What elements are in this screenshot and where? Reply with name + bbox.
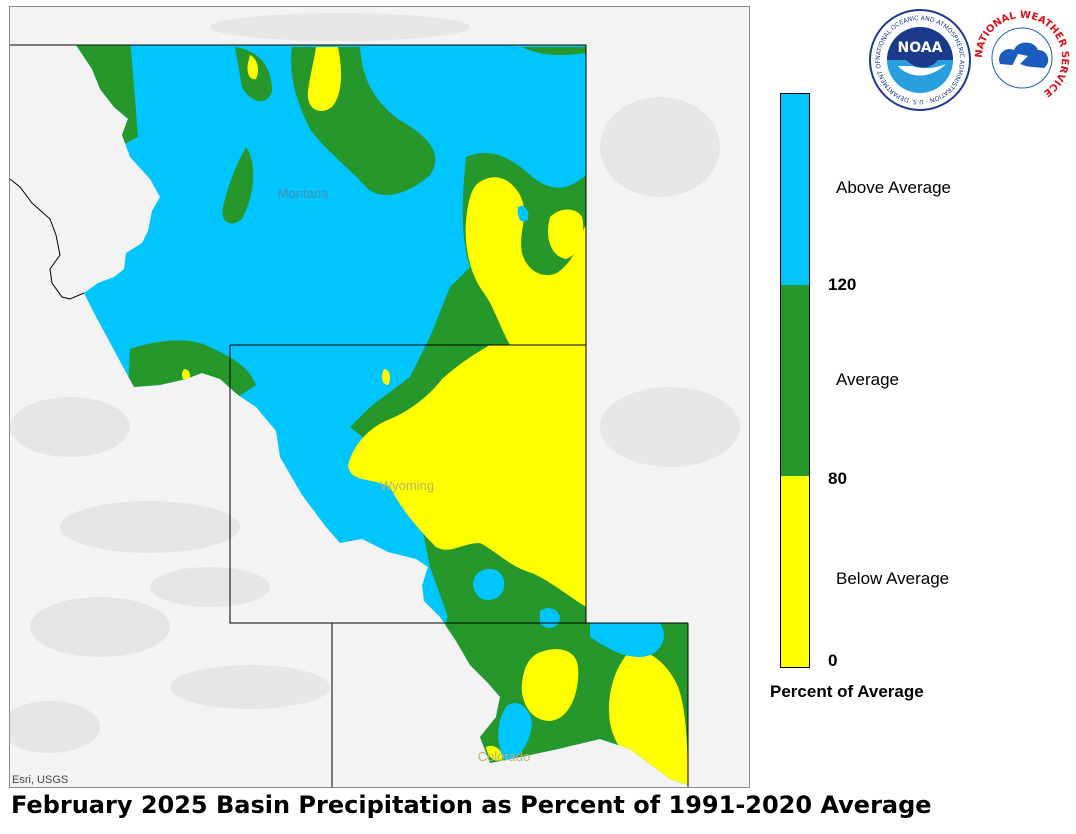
noaa-logo-icon: NATIONAL OCEANIC AND ATMOSPHERIC ADMINIS… xyxy=(868,8,971,111)
state-label-colorado: Colorado xyxy=(478,749,531,764)
map-title: February 2025 Basin Precipitation as Per… xyxy=(11,791,932,819)
precipitation-map: Montana Wyoming Colorado xyxy=(10,7,749,787)
legend-title: Percent of Average xyxy=(770,682,924,701)
noaa-wordmark: NOAA xyxy=(898,40,943,56)
legend-color-bar xyxy=(780,93,810,668)
nws-logo-icon: NATIONAL WEATHER SERVICE xyxy=(974,10,1070,106)
legend-swatch-above-average xyxy=(781,94,809,285)
legend-tick-0: 0 xyxy=(828,651,838,670)
state-label-wyoming: Wyoming xyxy=(380,478,434,493)
state-label-montana: Montana xyxy=(278,186,329,201)
state-boundaries xyxy=(10,44,689,787)
map-attribution: Esri, USGS xyxy=(12,774,69,786)
terrain-shading xyxy=(10,13,740,753)
legend-swatch-below-average xyxy=(781,476,809,667)
legend-label-above-average: Above Average xyxy=(836,178,951,197)
map-frame[interactable]: Montana Wyoming Colorado Esri, USGS xyxy=(9,6,750,788)
legend-tick-80: 80 xyxy=(828,469,847,488)
legend-tick-120: 120 xyxy=(828,275,857,294)
legend-label-average: Average xyxy=(836,370,900,389)
legend-swatch-average xyxy=(781,285,809,476)
legend-label-below-average: Below Average xyxy=(836,569,950,588)
